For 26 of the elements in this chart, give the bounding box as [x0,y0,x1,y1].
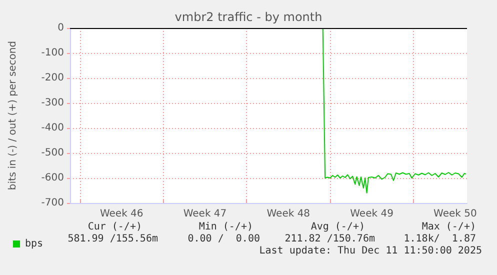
text: Last update: Thu Dec 11 11:50:00 2025 [259,246,482,256]
text: Max (-/+) [422,222,476,232]
text: 211.82 /150.76m [284,234,375,244]
x-tick-label: Week 50 [434,208,477,220]
text: 581.99 /155.56m [68,234,158,244]
y-tick-label: -700 [41,198,64,208]
y-tick-label: 0 [58,22,64,34]
text: Cur (-/+) [88,222,142,232]
chart-title: vmbr2 traffic - by month [174,10,322,24]
x-tick-label: Week 48 [266,208,310,220]
y-tick-label: -600 [41,172,64,184]
x-tick-label: Week 46 [100,208,144,220]
text: 1.18k/ 1.87 [404,234,476,244]
y-tick-label: -300 [41,98,64,108]
y-tick-label: -400 [41,122,64,134]
text: Avg (-/+) [310,222,365,232]
y-tick-label: -500 [41,148,64,158]
x-tick-label: Week 47 [183,208,227,220]
line-series [322,28,467,194]
text: Min (-/+) [198,222,253,232]
text: 0.00 / 0.00 [188,234,260,244]
y-axis-title: bits in (-) / out (+) per second [8,40,18,190]
x-tick-label: Week 49 [350,208,394,220]
legend-label: bps [25,238,44,250]
y-tick-label: -100 [41,48,64,58]
y-tick-label: -200 [41,72,64,84]
